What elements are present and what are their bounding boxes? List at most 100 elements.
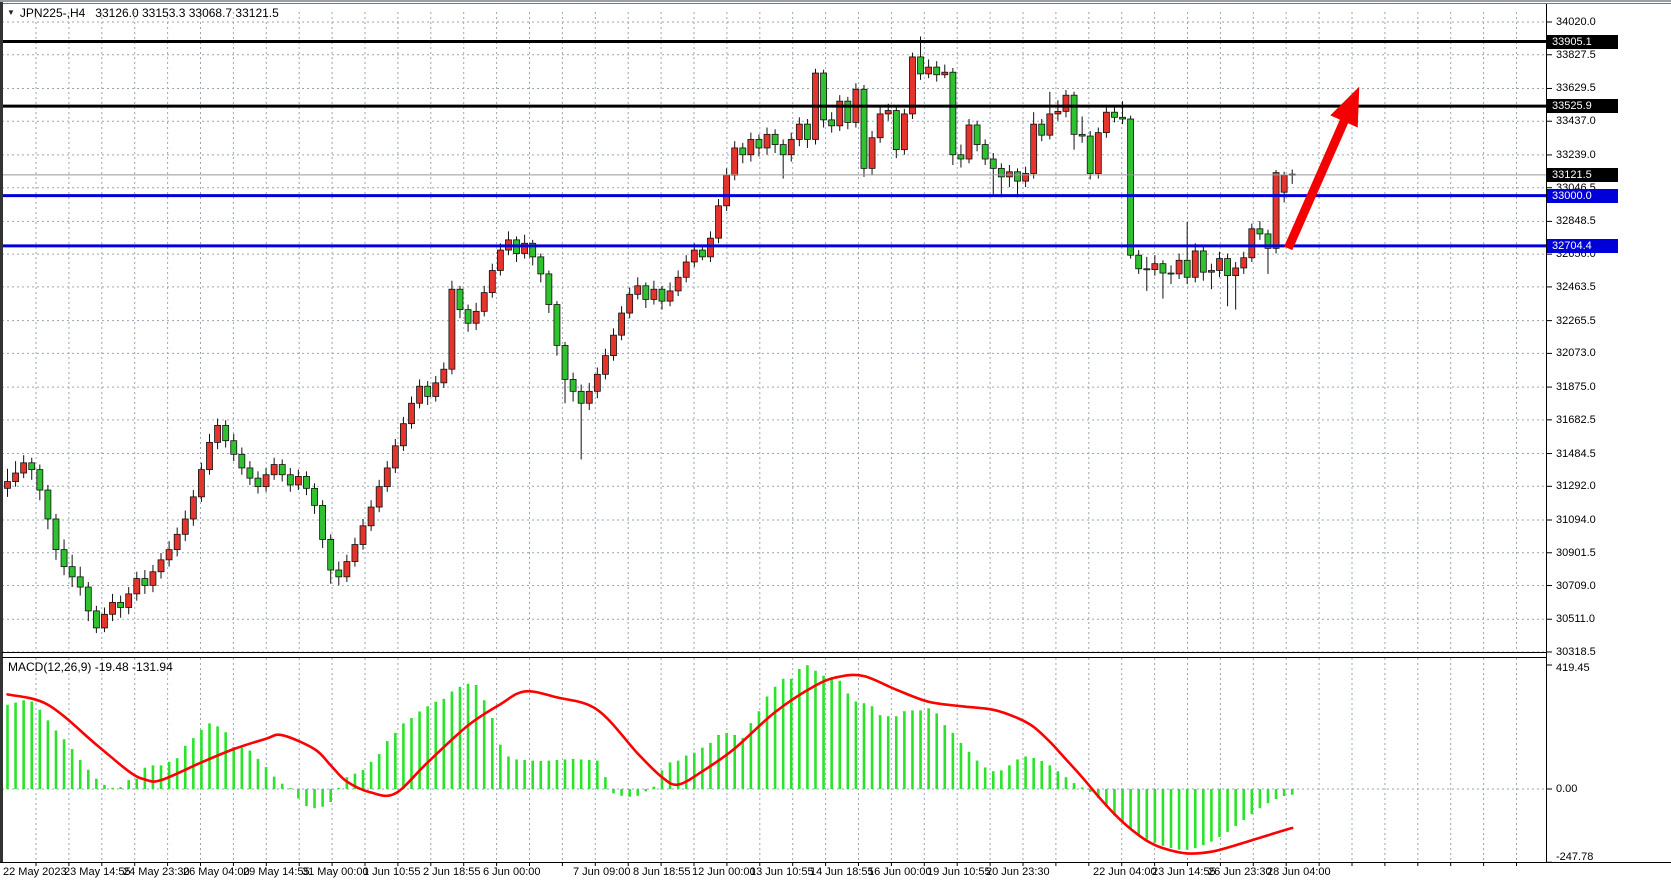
time-tick-label: 12 Jun 00:00 — [692, 866, 756, 878]
candle — [949, 71, 957, 156]
candle — [68, 566, 76, 578]
candle — [1111, 111, 1118, 118]
candle — [707, 237, 714, 258]
candle — [181, 518, 189, 535]
candle — [804, 123, 811, 140]
time-tick-label: 26 Jun 23:30 — [1208, 866, 1272, 878]
candle — [149, 571, 157, 586]
candle — [1256, 228, 1264, 235]
candle — [383, 467, 391, 488]
candle — [1062, 94, 1070, 112]
candle — [1022, 173, 1029, 182]
candle — [432, 382, 440, 397]
candle — [157, 559, 165, 573]
candle — [92, 610, 100, 629]
candle — [860, 88, 868, 169]
time-tick-label: 19 Jun 10:55 — [927, 866, 991, 878]
candle — [610, 334, 617, 356]
macd-histogram — [6, 665, 1294, 850]
macd-tick-label: -247.78 — [1556, 851, 1594, 863]
time-tick-label: 31 May 00:00 — [302, 866, 369, 878]
candle — [230, 440, 238, 455]
candle — [779, 144, 787, 156]
candle — [787, 139, 795, 156]
candle — [343, 561, 351, 578]
time-tick-label: 13 Jun 10:55 — [750, 866, 814, 878]
candle — [1119, 116, 1126, 120]
candle — [206, 441, 213, 471]
candle — [246, 467, 254, 479]
candle — [1094, 132, 1102, 174]
candle — [941, 71, 949, 76]
candle — [545, 273, 553, 305]
candle — [1086, 135, 1094, 174]
candle — [101, 613, 108, 629]
candle — [60, 549, 68, 568]
candle — [303, 476, 310, 489]
ohlc-readout: 33126.0 33153.3 33068.7 33121.5 — [95, 6, 279, 20]
trend-arrow-annotation[interactable] — [1284, 86, 1360, 251]
price-tick-label: 30709.0 — [1556, 579, 1596, 592]
candle — [650, 288, 658, 300]
horizontal-level-lines[interactable] — [2, 40, 1546, 248]
chart-title: ▼ JPN225-,H4 33126.0 33153.3 33068.7 33121… — [7, 6, 279, 20]
candle — [1151, 263, 1159, 271]
candle — [828, 119, 836, 127]
candle — [739, 147, 747, 156]
candle — [408, 402, 415, 425]
candle — [957, 154, 965, 160]
candle — [488, 270, 496, 294]
candle — [553, 304, 561, 346]
macd-signal-line — [6, 673, 1294, 855]
price-tick-label: 31484.5 — [1556, 447, 1596, 460]
macd-tick-label: 0.00 — [1556, 783, 1578, 795]
time-tick-label: 16 Jun 00:00 — [868, 866, 932, 878]
candle — [1240, 257, 1248, 269]
time-tick-label: 1 Jun 10:55 — [363, 866, 421, 878]
price-tick-label: 30901.5 — [1556, 546, 1596, 559]
candle — [795, 123, 803, 140]
time-tick-label: 23 May 14:55 — [64, 866, 131, 878]
time-tick-label: 6 Jun 00:00 — [483, 866, 541, 878]
candle — [109, 601, 116, 615]
candle — [1280, 174, 1288, 193]
candle — [868, 137, 876, 169]
candle — [12, 472, 19, 482]
candle — [359, 525, 367, 545]
candle — [577, 390, 585, 404]
candle — [20, 462, 28, 474]
candle — [222, 424, 230, 442]
candle — [311, 487, 318, 506]
price-tick-label: 32265.5 — [1556, 314, 1596, 327]
candle — [618, 312, 625, 336]
candle — [690, 249, 698, 263]
candle — [351, 544, 359, 562]
candle — [1232, 267, 1240, 276]
candle — [294, 476, 302, 486]
symbol-dropdown-icon[interactable]: ▼ — [7, 8, 15, 17]
time-tick-label: 7 Jun 09:00 — [573, 866, 631, 878]
candle — [1264, 233, 1272, 249]
time-tick-label: 20 Jun 23:30 — [986, 866, 1050, 878]
candle — [125, 593, 133, 608]
price-tick-label: 33629.5 — [1556, 82, 1596, 95]
candle — [884, 110, 892, 115]
candle — [416, 385, 423, 404]
candle — [1006, 171, 1013, 178]
candle — [480, 292, 488, 312]
candle — [876, 113, 884, 139]
candle — [1127, 118, 1135, 256]
candle — [933, 66, 941, 76]
price-tick-label: 31875.0 — [1556, 381, 1596, 394]
time-tick-label: 29 May 14:55 — [243, 866, 310, 878]
candle — [658, 288, 666, 302]
candle — [836, 100, 844, 127]
candle — [1102, 111, 1110, 134]
candle — [84, 586, 92, 612]
candle — [400, 423, 407, 447]
candle — [521, 242, 529, 254]
time-tick-label: 24 May 23:30 — [123, 866, 190, 878]
candle — [367, 506, 375, 527]
candle — [327, 539, 335, 571]
